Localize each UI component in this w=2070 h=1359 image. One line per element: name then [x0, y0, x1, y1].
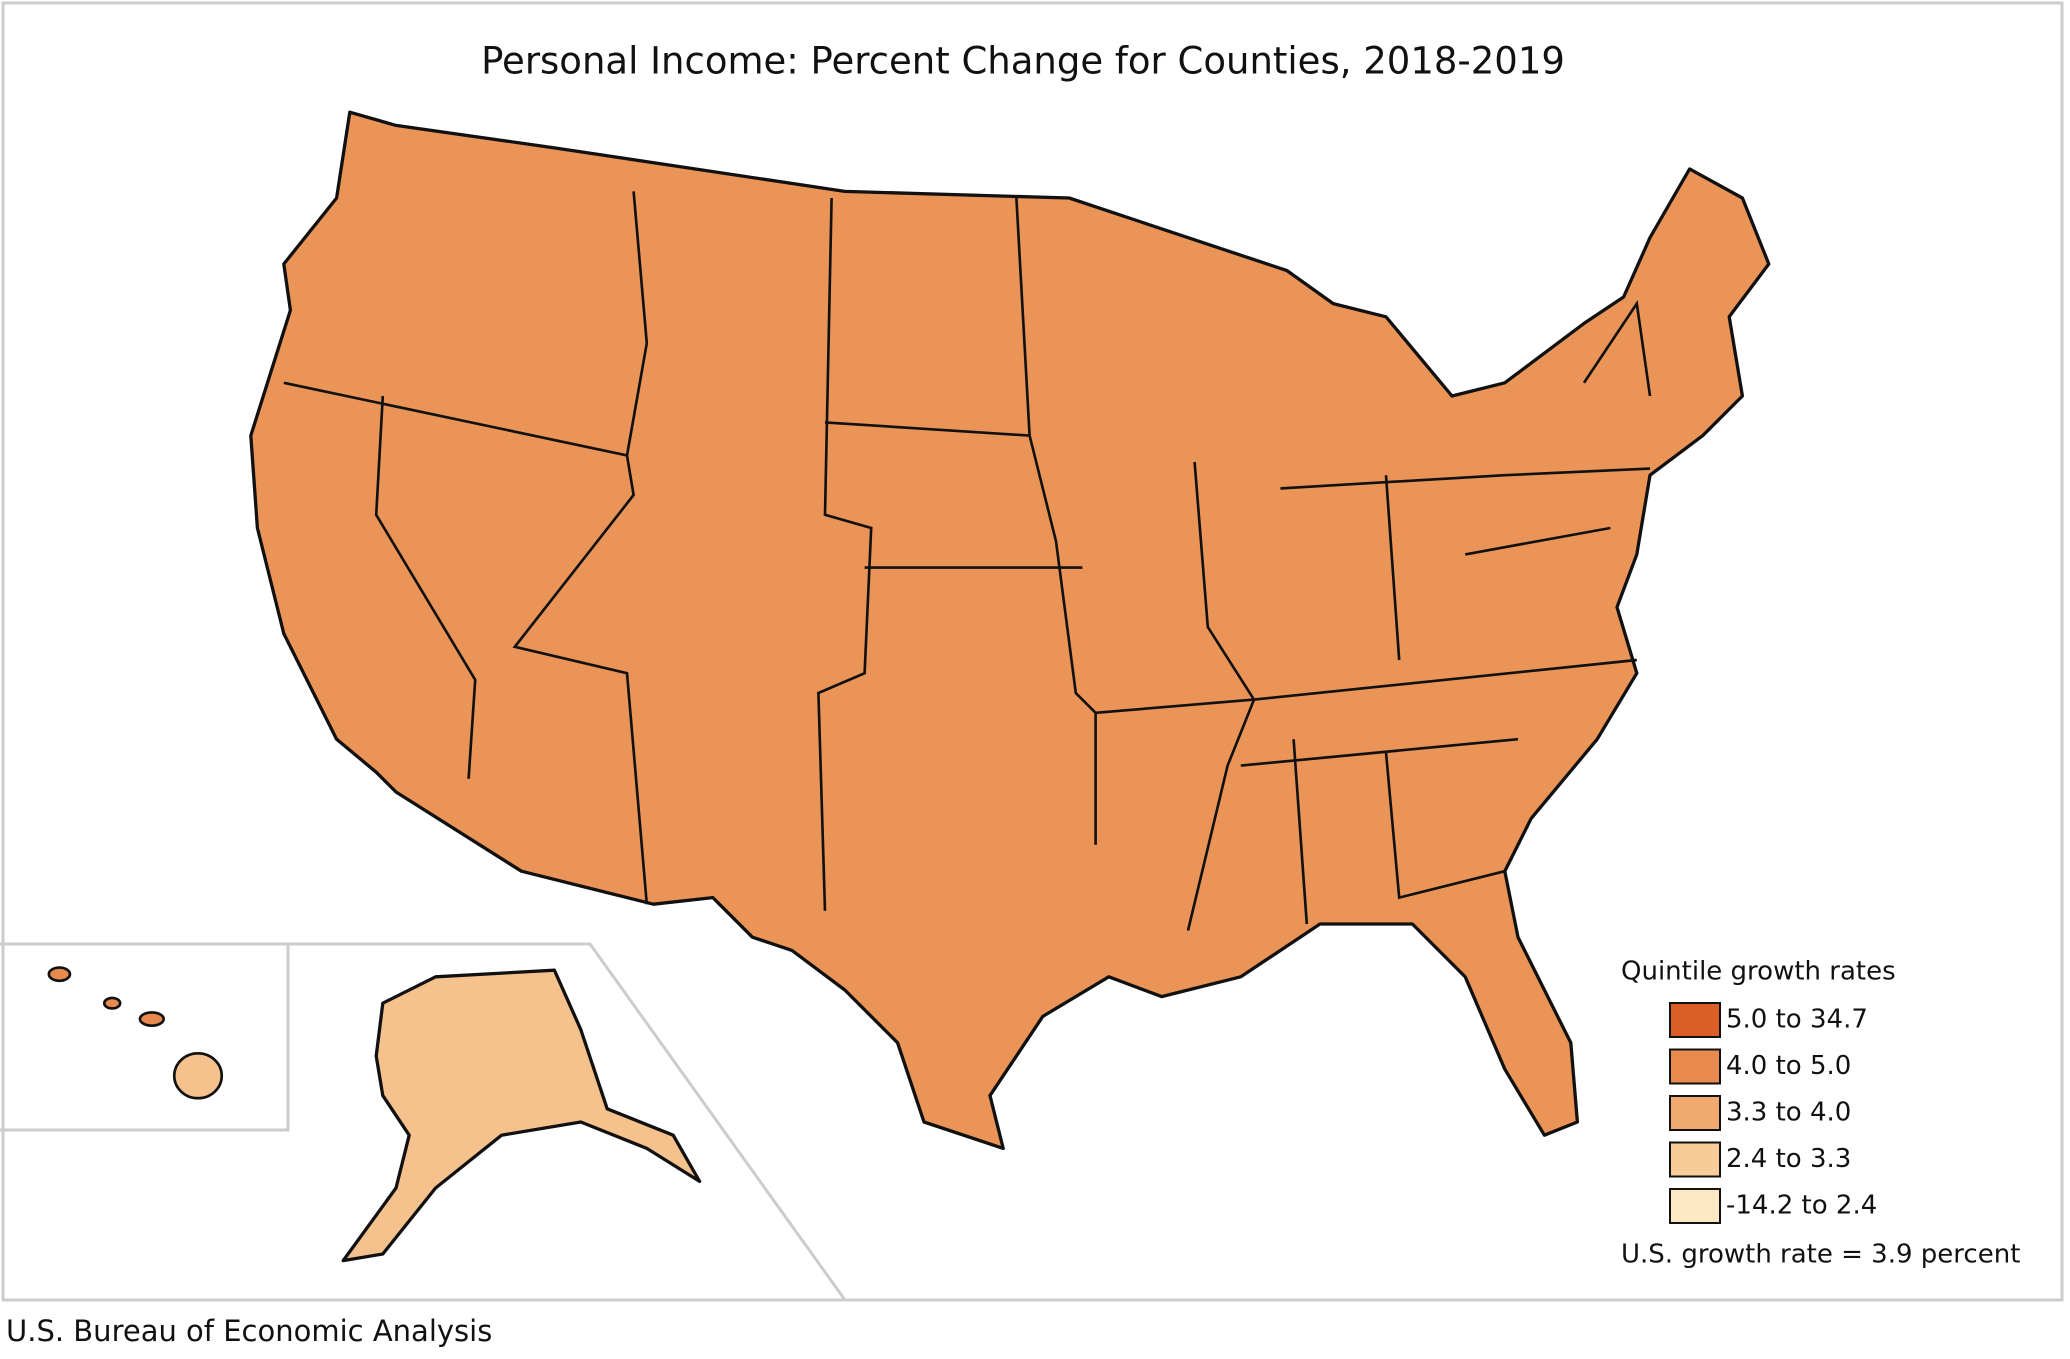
- alaska: [341, 968, 702, 1263]
- legend-label: 5.0 to 34.7: [1726, 1005, 1868, 1035]
- legend-swatch: [1669, 1095, 1721, 1131]
- hawaii: [47, 966, 224, 1100]
- legend-swatch: [1669, 1188, 1721, 1224]
- map-title: Personal Income: Percent Change for Coun…: [481, 40, 1565, 83]
- source: U.S. Bureau of Economic Analysis: [6, 1314, 492, 1348]
- legend-label: 3.3 to 4.0: [1726, 1098, 1851, 1128]
- legend: 5.0 to 34.7 4.0 to 5.0 3.3 to 4.0 2.4 to 3.…: [1669, 1002, 1877, 1224]
- note: U.S. growth rate = 3.9 percent: [1621, 1240, 2020, 1270]
- hawaii-frame: [0, 944, 290, 1132]
- legend-label: 2.4 to 3.3: [1726, 1144, 1851, 1174]
- map-shapes: [47, 110, 1771, 1263]
- inset-frame: [0, 942, 847, 1301]
- legend-label: -14.2 to 2.4: [1726, 1191, 1877, 1221]
- contiguous-us: [249, 110, 1771, 1151]
- legend-swatch: [1669, 1048, 1721, 1085]
- state-borders: [283, 191, 1652, 931]
- legend-label: 4.0 to 5.0: [1726, 1051, 1851, 1081]
- legend-swatch: [1669, 1002, 1721, 1038]
- legend-swatch: [1669, 1141, 1721, 1178]
- legend-title: Quintile growth rates: [1621, 957, 1896, 987]
